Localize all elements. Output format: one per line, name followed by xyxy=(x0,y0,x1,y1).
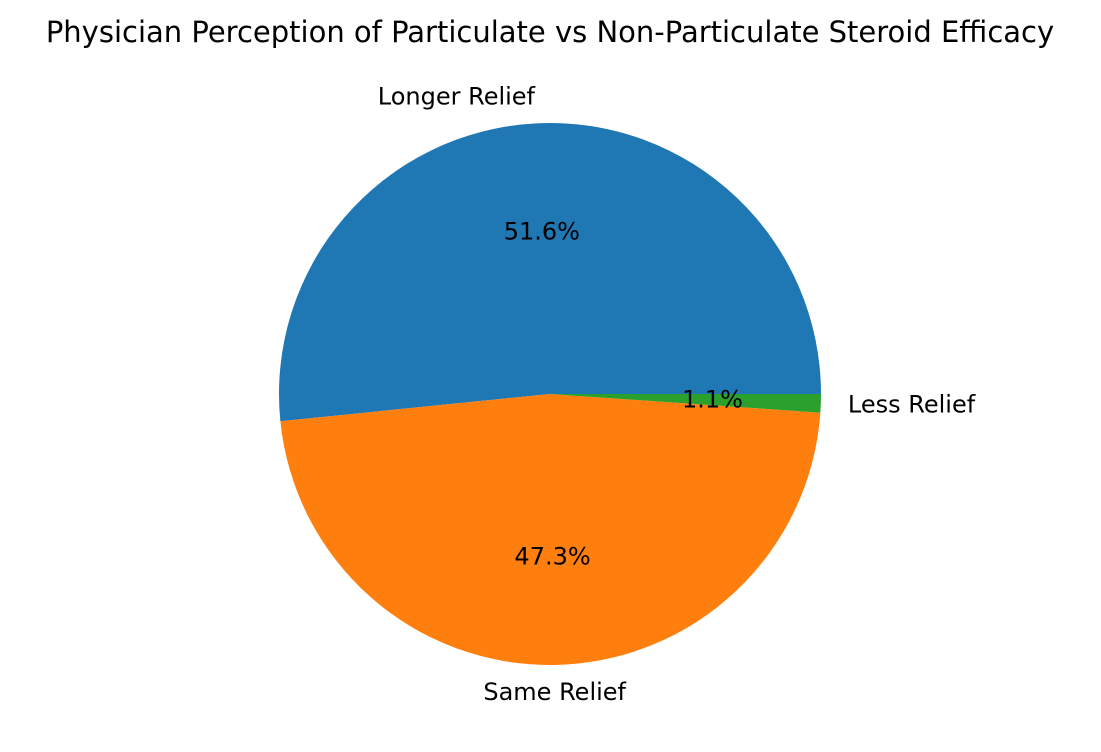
slice-percent-longer-relief: 51.6% xyxy=(504,218,580,246)
slice-label-less-relief: Less Relief xyxy=(848,390,976,418)
slice-percent-less-relief: 1.1% xyxy=(682,386,743,414)
pie-slice-less-relief xyxy=(550,394,821,413)
pie-slice-same-relief xyxy=(280,394,821,665)
slices-layer xyxy=(278,122,822,665)
slice-percent-same-relief: 47.3% xyxy=(514,543,590,571)
pie-slice-longer-relief xyxy=(278,122,822,422)
slice-label-longer-relief: Longer Relief xyxy=(378,82,536,110)
chart-title: Physician Perception of Particulate vs N… xyxy=(46,15,1054,49)
slice-label-same-relief: Same Relief xyxy=(483,678,626,706)
labels-layer: Longer Relief 51.6% Same Relief 47.3% Less R… xyxy=(378,82,976,706)
